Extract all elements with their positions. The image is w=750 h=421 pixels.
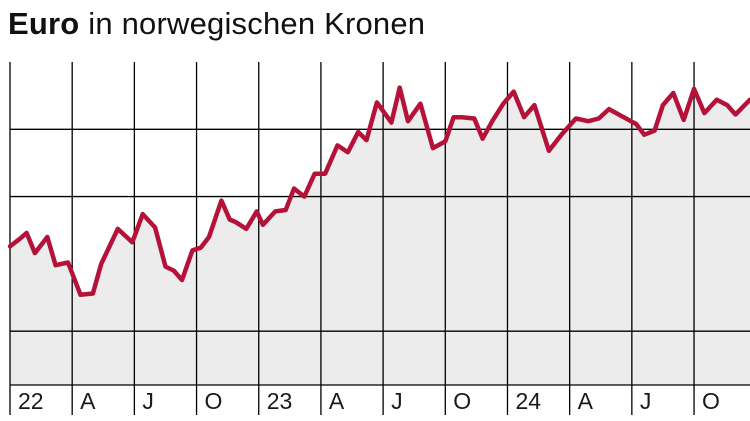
chart-title-rest: in norwegischen Kronen <box>88 6 426 41</box>
x-axis-tick-labels: 22 A J O 23 A J O 24 A J O <box>18 388 720 414</box>
x-tick-label: A <box>329 388 345 414</box>
x-tick-label: J <box>142 388 154 414</box>
x-tick-label: 24 <box>515 388 541 414</box>
x-tick-label: A <box>578 388 594 414</box>
x-tick-label: 23 <box>267 388 293 414</box>
x-tick-label: 22 <box>18 388 44 414</box>
chart-title-bold: Euro <box>8 6 80 41</box>
chart-title: Euro in norwegischen Kronen <box>8 4 425 44</box>
series-line <box>7 85 750 298</box>
vertical-grid <box>9 62 695 415</box>
x-tick-label: J <box>391 388 403 414</box>
horizontal-grid <box>10 128 750 386</box>
x-tick-label: O <box>453 388 471 414</box>
x-tick-label: A <box>80 388 96 414</box>
x-tick-label: O <box>205 388 223 414</box>
x-tick-label: O <box>702 388 720 414</box>
x-tick-label: J <box>640 388 652 414</box>
chart-area-fill <box>10 87 750 385</box>
